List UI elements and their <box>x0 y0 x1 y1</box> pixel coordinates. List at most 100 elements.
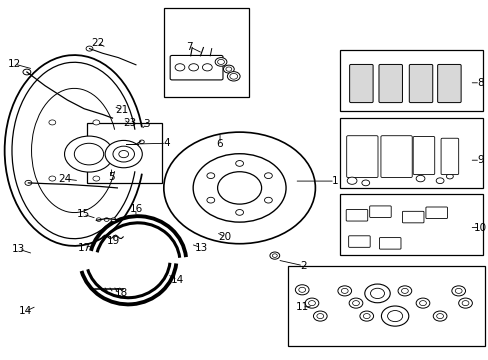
Circle shape <box>272 254 277 257</box>
Circle shape <box>235 210 243 215</box>
Text: 12: 12 <box>8 59 21 69</box>
Circle shape <box>264 173 272 179</box>
FancyBboxPatch shape <box>437 64 460 103</box>
Circle shape <box>337 286 351 296</box>
Circle shape <box>49 120 56 125</box>
Circle shape <box>215 58 226 66</box>
Circle shape <box>86 46 93 51</box>
Circle shape <box>308 301 315 306</box>
Circle shape <box>193 154 285 222</box>
FancyBboxPatch shape <box>402 211 423 223</box>
Circle shape <box>370 288 384 298</box>
Circle shape <box>446 174 452 179</box>
Text: 15: 15 <box>76 209 90 219</box>
Text: 24: 24 <box>58 174 72 184</box>
Circle shape <box>217 172 261 204</box>
Text: 10: 10 <box>473 222 486 233</box>
Circle shape <box>381 306 408 326</box>
Circle shape <box>346 177 356 184</box>
Circle shape <box>113 146 134 162</box>
Text: 9: 9 <box>476 155 483 165</box>
Circle shape <box>397 286 411 296</box>
Circle shape <box>313 311 326 321</box>
Circle shape <box>269 252 279 259</box>
Text: 3: 3 <box>143 119 150 129</box>
Text: 8: 8 <box>476 78 483 88</box>
Circle shape <box>64 136 113 172</box>
Circle shape <box>387 311 402 321</box>
Text: 23: 23 <box>122 118 136 128</box>
Circle shape <box>316 314 323 319</box>
Circle shape <box>361 180 369 186</box>
Circle shape <box>451 286 465 296</box>
Text: 20: 20 <box>218 232 231 242</box>
Circle shape <box>49 176 56 181</box>
Circle shape <box>458 298 471 308</box>
Circle shape <box>217 59 224 64</box>
Text: 13: 13 <box>12 244 25 254</box>
FancyBboxPatch shape <box>346 210 367 221</box>
FancyBboxPatch shape <box>87 123 162 183</box>
Circle shape <box>163 132 315 244</box>
Circle shape <box>454 288 461 293</box>
Circle shape <box>105 140 142 168</box>
Text: 1: 1 <box>331 176 338 186</box>
Text: 19: 19 <box>107 236 121 246</box>
Circle shape <box>227 72 240 81</box>
Circle shape <box>359 311 373 321</box>
Circle shape <box>432 311 446 321</box>
Text: 14: 14 <box>170 275 184 285</box>
FancyBboxPatch shape <box>369 206 390 217</box>
Text: 17: 17 <box>77 243 91 253</box>
Text: 11: 11 <box>295 302 308 312</box>
FancyBboxPatch shape <box>346 136 377 177</box>
Circle shape <box>363 314 369 319</box>
Circle shape <box>415 298 429 308</box>
Circle shape <box>96 218 101 221</box>
Circle shape <box>235 161 243 166</box>
Circle shape <box>206 197 214 203</box>
FancyBboxPatch shape <box>163 8 249 97</box>
FancyBboxPatch shape <box>349 64 372 103</box>
Circle shape <box>419 301 426 306</box>
Circle shape <box>188 64 198 71</box>
Circle shape <box>298 287 305 292</box>
Circle shape <box>305 298 318 308</box>
Circle shape <box>23 69 31 75</box>
Circle shape <box>435 178 443 184</box>
Text: 5: 5 <box>108 172 115 182</box>
Circle shape <box>111 218 116 221</box>
FancyBboxPatch shape <box>339 50 482 111</box>
FancyBboxPatch shape <box>339 194 482 255</box>
Text: 2: 2 <box>299 261 306 271</box>
FancyBboxPatch shape <box>170 55 223 80</box>
FancyBboxPatch shape <box>412 136 434 175</box>
FancyBboxPatch shape <box>408 64 432 103</box>
Circle shape <box>119 150 128 158</box>
Circle shape <box>25 180 32 185</box>
Circle shape <box>93 176 100 181</box>
Text: 6: 6 <box>216 139 223 149</box>
Text: 18: 18 <box>114 288 128 298</box>
Circle shape <box>461 301 468 306</box>
Circle shape <box>206 173 214 179</box>
FancyBboxPatch shape <box>379 238 400 249</box>
FancyBboxPatch shape <box>425 207 447 219</box>
Circle shape <box>74 143 103 165</box>
Circle shape <box>93 120 100 125</box>
Circle shape <box>139 140 144 144</box>
FancyBboxPatch shape <box>339 118 482 188</box>
Circle shape <box>104 218 109 221</box>
Text: 7: 7 <box>186 42 193 52</box>
FancyBboxPatch shape <box>380 136 411 177</box>
Circle shape <box>264 197 272 203</box>
Text: 22: 22 <box>91 38 104 48</box>
Circle shape <box>415 175 424 182</box>
Text: 13: 13 <box>194 243 208 253</box>
Text: 4: 4 <box>163 138 169 148</box>
FancyBboxPatch shape <box>287 266 484 346</box>
Circle shape <box>352 301 359 306</box>
FancyBboxPatch shape <box>440 138 458 175</box>
Circle shape <box>229 73 237 79</box>
Circle shape <box>175 64 184 71</box>
